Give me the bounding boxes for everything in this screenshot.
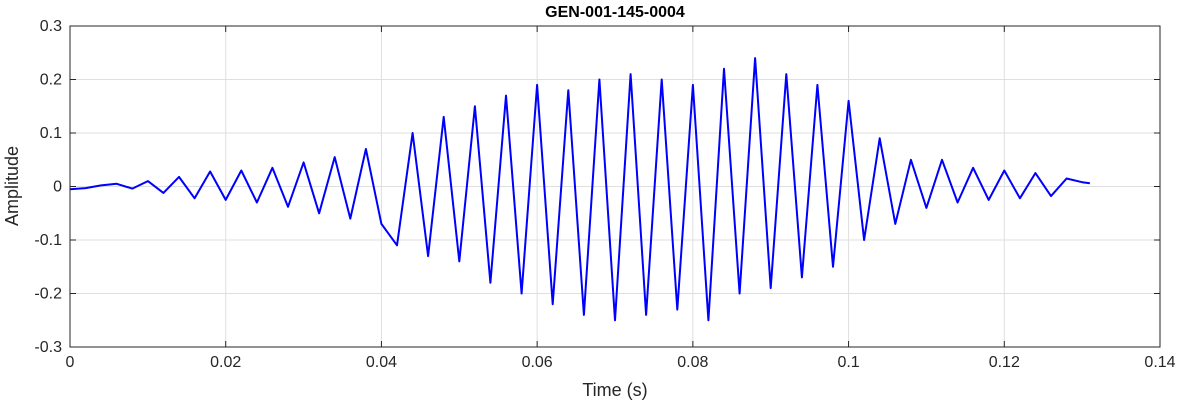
x-tick-label: 0 (66, 354, 75, 371)
x-tick-label: 0.14 (1144, 354, 1175, 371)
y-axis-label: Amplitude (2, 146, 22, 226)
y-tick-label: -0.2 (34, 286, 62, 303)
series-line-1 (69, 57, 1091, 322)
y-tick-label: 0 (53, 179, 62, 196)
y-tick-label: -0.1 (34, 232, 62, 249)
x-tick-label: 0.04 (366, 354, 397, 371)
y-tick-label: 0.2 (40, 72, 62, 89)
series-layer (69, 57, 1091, 322)
y-tick-label: -0.3 (34, 339, 62, 356)
x-tick-label: 0.06 (522, 354, 553, 371)
x-tick-label: 0.08 (677, 354, 708, 371)
x-tick-label: 0.02 (210, 354, 241, 371)
y-tick-label: 0.3 (40, 18, 62, 35)
chart-title: GEN-001-145-0004 (545, 4, 685, 21)
x-axis-ticks: 0 0.02 0.04 0.06 0.08 0.1 0.12 0.14 (66, 26, 1176, 371)
x-axis-label: Time (s) (582, 380, 647, 400)
y-tick-label: 0.1 (40, 125, 62, 142)
x-tick-label: 0.1 (837, 354, 859, 371)
x-tick-label: 0.12 (989, 354, 1020, 371)
y-axis-ticks: -0.3 -0.2 -0.1 0 0.1 0.2 0.3 (34, 18, 1160, 356)
